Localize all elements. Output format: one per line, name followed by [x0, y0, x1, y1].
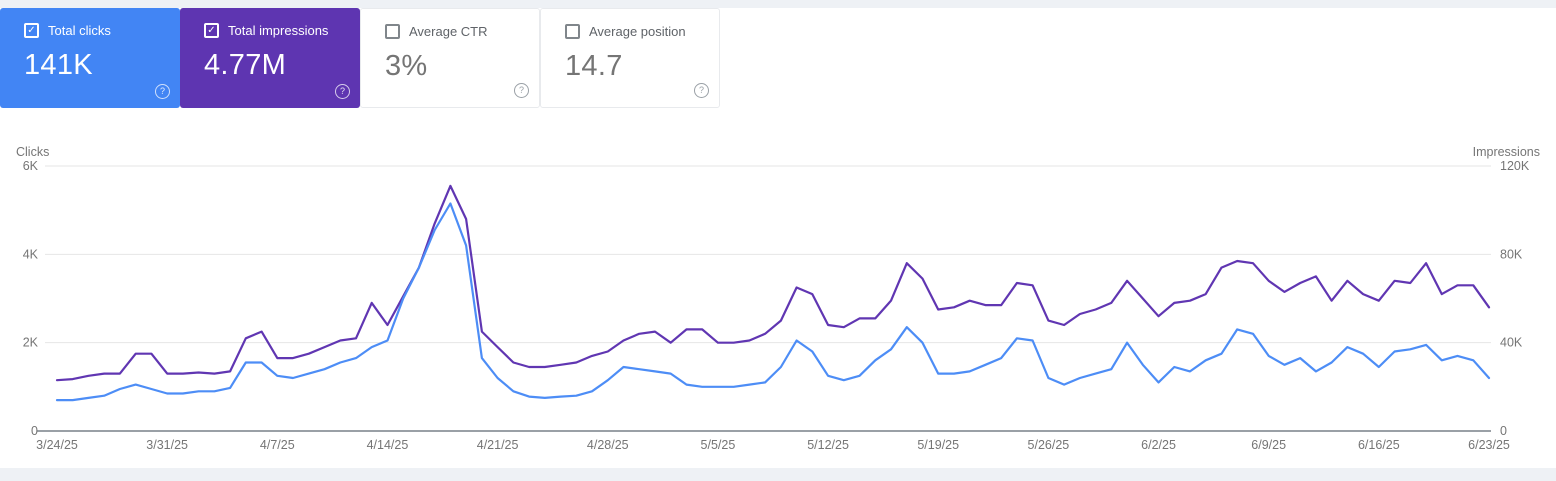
metric-card-average-position[interactable]: Average position 14.7 ? [540, 8, 720, 108]
left-axis-tick-label: 6K [23, 159, 39, 173]
metric-cards-row: ✓ Total clicks 141K ? ✓ Total impression… [0, 8, 720, 108]
x-tick-label: 5/19/25 [917, 438, 959, 452]
performance-panel: ✓ Total clicks 141K ? ✓ Total impression… [0, 8, 1556, 468]
x-tick-label: 5/26/25 [1028, 438, 1070, 452]
metric-value: 3% [385, 50, 428, 82]
left-axis-tick-label: 2K [23, 336, 39, 350]
metric-value: 14.7 [565, 50, 623, 82]
x-tick-label: 4/21/25 [477, 438, 519, 452]
metric-label: Average CTR [409, 24, 488, 39]
impressions-line[interactable] [55, 184, 1491, 382]
x-tick-label: 5/5/25 [701, 438, 736, 452]
x-tick-label: 4/14/25 [367, 438, 409, 452]
metric-label: Average position [589, 24, 686, 39]
x-tick-label: 4/7/25 [260, 438, 295, 452]
left-axis-tick-label: 0 [31, 424, 38, 438]
metric-card-total-impressions[interactable]: ✓ Total impressions 4.77M ? [180, 8, 360, 108]
right-axis-tick-label: 80K [1500, 247, 1523, 261]
metric-value: 141K [24, 49, 93, 81]
right-axis-tick-label: 40K [1500, 336, 1523, 350]
checkbox-unchecked-icon[interactable] [565, 24, 580, 39]
x-tick-label: 6/9/25 [1251, 438, 1286, 452]
x-tick-label: 4/28/25 [587, 438, 629, 452]
help-icon[interactable]: ? [155, 84, 170, 99]
performance-chart[interactable]: 6K 120K 4K 80K 2K 40K 0 0 Clicks Impressions 3/24/… [0, 116, 1556, 476]
x-tick-label: 6/23/25 [1468, 438, 1510, 452]
metric-card-average-ctr[interactable]: Average CTR 3% ? [360, 8, 540, 108]
clicks-line[interactable] [55, 202, 1491, 402]
help-icon[interactable]: ? [335, 84, 350, 99]
checkbox-checked-icon[interactable]: ✓ [204, 23, 219, 38]
help-icon[interactable]: ? [694, 83, 709, 98]
x-tick-label: 6/2/25 [1141, 438, 1176, 452]
checkbox-unchecked-icon[interactable] [385, 24, 400, 39]
metric-label: Total clicks [48, 23, 111, 38]
x-tick-label: 6/16/25 [1358, 438, 1400, 452]
x-tick-label: 3/24/25 [36, 438, 78, 452]
x-tick-label: 3/31/25 [146, 438, 188, 452]
left-axis-title: Clicks [16, 145, 49, 159]
metric-value: 4.77M [204, 49, 287, 81]
performance-chart-area[interactable]: 6K 120K 4K 80K 2K 40K 0 0 Clicks Impressions 3/24/… [0, 116, 1556, 476]
right-axis-title: Impressions [1473, 145, 1540, 159]
metric-card-total-clicks[interactable]: ✓ Total clicks 141K ? [0, 8, 180, 108]
right-axis-tick-label: 0 [1500, 424, 1507, 438]
help-icon[interactable]: ? [514, 83, 529, 98]
x-tick-label: 5/12/25 [807, 438, 849, 452]
metric-label: Total impressions [228, 23, 329, 38]
right-axis-tick-label: 120K [1500, 159, 1530, 173]
left-axis-tick-label: 4K [23, 247, 39, 261]
checkbox-checked-icon[interactable]: ✓ [24, 23, 39, 38]
